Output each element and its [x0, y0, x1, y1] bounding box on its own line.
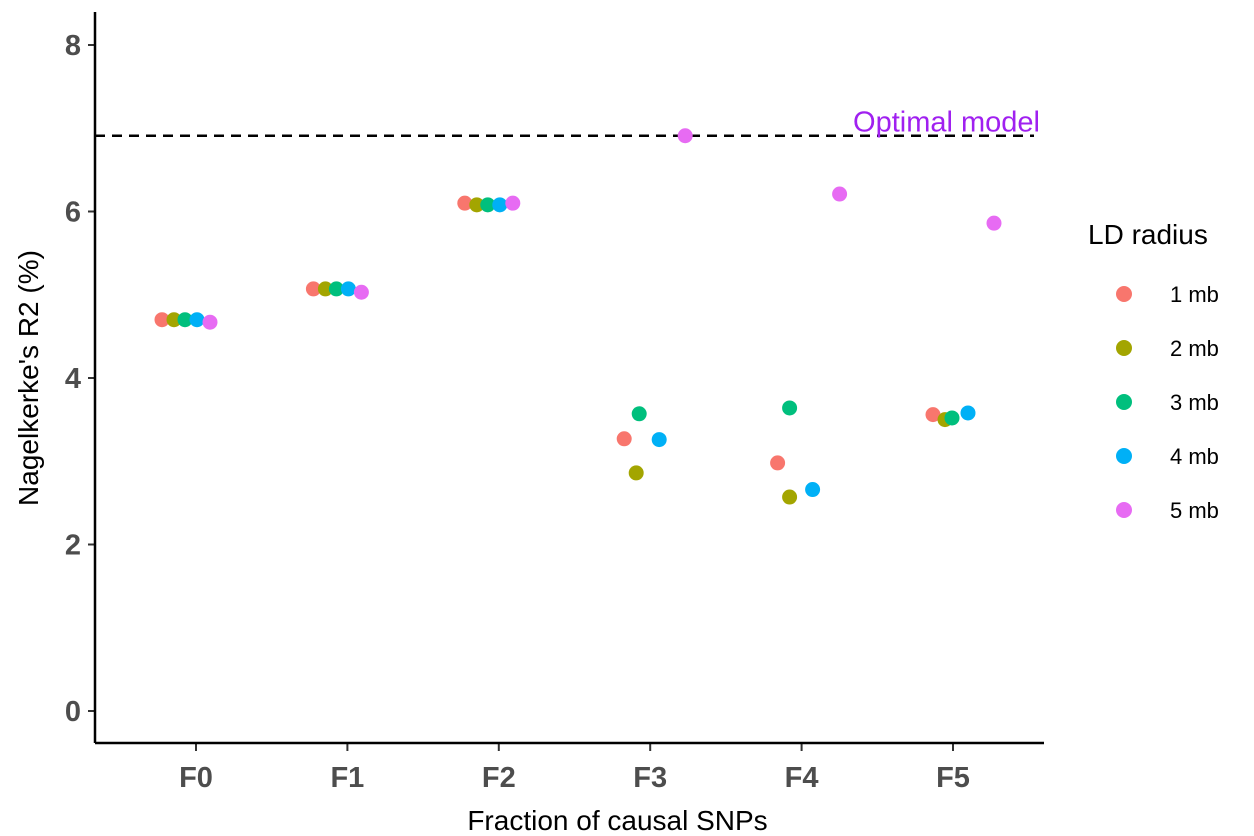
data-point: [505, 195, 521, 211]
x-tick-label: F5: [936, 762, 970, 794]
data-points: [154, 128, 1002, 505]
data-point: [986, 215, 1002, 231]
legend-swatch: [1116, 448, 1132, 464]
data-point: [305, 281, 321, 297]
y-axis-ticks: 0 2 4 6 8: [65, 30, 95, 728]
data-point: [805, 482, 821, 498]
legend-label: 4 mb: [1170, 444, 1219, 469]
optimal-model-label: Optimal model: [853, 107, 1040, 139]
y-tick-label: 6: [65, 197, 81, 229]
x-tick-label: F2: [482, 762, 516, 794]
data-point: [628, 465, 644, 481]
y-tick-label: 2: [65, 530, 81, 562]
data-point: [469, 197, 485, 213]
data-point: [960, 405, 976, 421]
data-point: [166, 312, 182, 328]
y-tick-label: 0: [65, 696, 81, 728]
data-point: [770, 455, 786, 471]
legend-swatch: [1116, 394, 1132, 410]
x-tick-label: F1: [330, 762, 364, 794]
legend-label: 3 mb: [1170, 390, 1219, 415]
legend-swatch: [1116, 340, 1132, 356]
x-tick-label: F3: [633, 762, 667, 794]
data-point: [832, 186, 848, 202]
legend-label: 2 mb: [1170, 336, 1219, 361]
data-point: [328, 281, 344, 297]
data-point: [202, 314, 218, 330]
data-point: [651, 432, 667, 448]
legend-swatch: [1116, 502, 1132, 518]
data-point: [189, 312, 205, 328]
data-point: [154, 312, 170, 328]
data-point: [340, 281, 356, 297]
x-tick-label: F0: [179, 762, 213, 794]
legend-swatch: [1116, 286, 1132, 302]
legend-label: 1 mb: [1170, 282, 1219, 307]
y-tick-label: 4: [65, 363, 81, 395]
data-point: [353, 284, 369, 300]
data-point: [677, 128, 693, 144]
data-point: [782, 400, 798, 416]
legend: 1 mb 2 mb 3 mb 4 mb 5 mb: [1116, 282, 1219, 523]
data-point: [317, 281, 333, 297]
y-tick-label: 8: [65, 30, 81, 62]
data-point: [457, 195, 473, 211]
legend-label: 5 mb: [1170, 498, 1219, 523]
x-axis-ticks: F0 F1 F2 F3 F4 F5: [179, 743, 970, 794]
legend-title: LD radius: [1088, 219, 1208, 250]
x-tick-label: F4: [785, 762, 819, 794]
data-point: [177, 312, 193, 328]
data-point: [925, 407, 941, 423]
data-point: [480, 197, 496, 213]
data-point: [782, 489, 798, 505]
data-point: [944, 410, 960, 426]
y-axis-title: Nagelkerke's R2 (%): [13, 250, 44, 506]
x-axis-title: Fraction of causal SNPs: [467, 805, 767, 836]
data-point: [492, 197, 508, 213]
data-point: [631, 406, 647, 422]
data-point: [616, 431, 632, 447]
